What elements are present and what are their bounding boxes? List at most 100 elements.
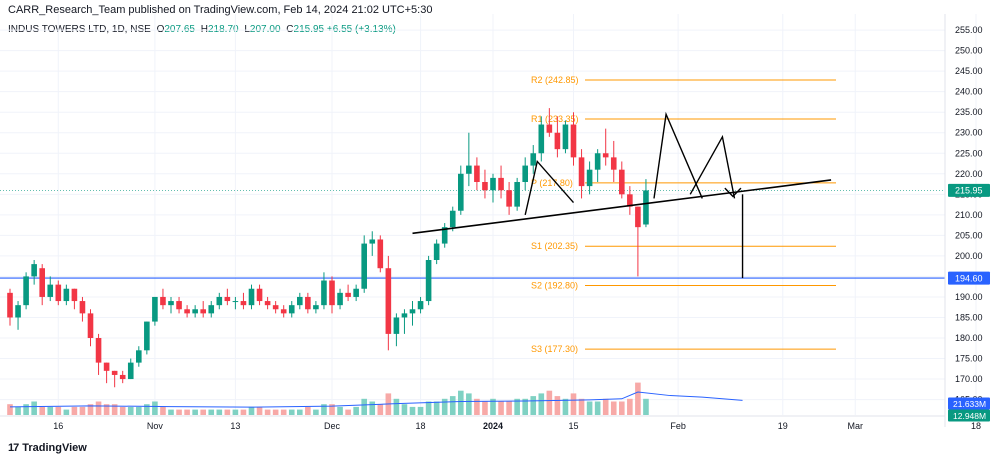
volume-bar <box>530 396 537 415</box>
candle-body <box>482 182 488 191</box>
candle-body <box>602 153 609 158</box>
candle-body <box>208 305 215 314</box>
change-value: +6.55 (+3.13%) <box>326 24 396 35</box>
volume-bar <box>272 409 279 415</box>
time-axis-tick: Nov <box>147 421 164 431</box>
volume-bar <box>458 390 464 415</box>
volume-label-text: 21.633M <box>953 399 986 409</box>
volume-bar <box>578 398 585 415</box>
volume-bar <box>361 398 367 415</box>
volume-bar <box>313 409 319 415</box>
candle-body <box>256 288 263 302</box>
volume-bar <box>466 393 472 415</box>
price-label-box <box>948 183 990 197</box>
price-axis-tick: 170.00 <box>955 374 983 384</box>
candle-body <box>39 268 45 297</box>
candle-body <box>586 169 593 187</box>
candle-body <box>152 296 158 322</box>
candle-body <box>144 321 150 351</box>
candle-body <box>570 124 577 158</box>
candle-body <box>79 301 86 314</box>
time-axis-tick: 18 <box>416 421 426 431</box>
volume-bar <box>264 409 271 415</box>
volume-bar <box>168 409 174 415</box>
candle-body <box>458 173 464 211</box>
trendline-pattern-right <box>689 134 736 199</box>
candle-body <box>562 124 569 150</box>
volume-bar <box>111 404 118 415</box>
symbol-name[interactable]: INDUS TOWERS LTD, 1D, NSE <box>8 24 151 35</box>
pivot-label: R2 (242.85) <box>531 75 579 85</box>
price-label-text: 215.95 <box>955 186 983 196</box>
candle-body <box>240 301 247 306</box>
volume-bar <box>506 401 512 415</box>
pivot-label: R1 (233.35) <box>531 114 579 124</box>
price-axis-tick: 250.00 <box>955 46 983 56</box>
candle-body <box>643 190 649 225</box>
price-axis-tick: 225.00 <box>955 148 983 158</box>
trendline-pattern-head <box>653 111 703 199</box>
price-axis-tick: 245.00 <box>955 66 983 76</box>
candle-body <box>441 227 448 244</box>
volume-bar <box>490 398 496 415</box>
volume-bar <box>248 406 255 415</box>
candle-body <box>474 165 480 182</box>
brand-name: TradingView <box>22 442 87 454</box>
candle-body <box>619 169 625 195</box>
candle-body <box>610 157 617 170</box>
volume-bar <box>353 406 359 415</box>
candle-body <box>578 157 585 187</box>
volume-bar <box>39 406 45 415</box>
volume-bar <box>79 406 86 415</box>
tradingview-brand[interactable]: 17 TradingView <box>8 442 87 454</box>
volume-bar <box>619 401 625 415</box>
price-axis-tick: 200.00 <box>955 251 983 261</box>
volume-bar <box>160 406 166 415</box>
price-axis-tick: 240.00 <box>955 87 983 97</box>
candle-body <box>111 370 118 375</box>
price-label-box <box>948 271 990 285</box>
volume-bar <box>522 398 528 415</box>
volume-bar <box>55 406 62 415</box>
volume-bar <box>401 404 408 415</box>
volume-bar <box>63 409 70 415</box>
volume-bar <box>256 406 263 415</box>
volume-bar <box>538 393 545 415</box>
candle-body <box>409 309 416 314</box>
candle-body <box>345 292 351 297</box>
time-axis-tick: Dec <box>324 421 341 431</box>
volume-bar <box>71 406 78 415</box>
candle-body <box>530 153 537 166</box>
candle-body <box>280 309 287 314</box>
volume-bar <box>627 398 633 415</box>
volume-bar <box>635 382 641 415</box>
symbol-legend[interactable]: INDUS TOWERS LTD, 1D, NSE O207.65 H218.7… <box>8 24 396 35</box>
candle-body <box>168 301 174 306</box>
volume-bar <box>369 401 376 415</box>
candle-body <box>329 280 335 306</box>
candle-body <box>546 124 553 133</box>
price-axis-tick: 235.00 <box>955 107 983 117</box>
volume-bar <box>610 401 617 415</box>
volume-bar <box>119 406 126 415</box>
volume-bar <box>433 401 440 415</box>
volume-bar <box>87 404 94 415</box>
candle-body <box>538 124 545 154</box>
candle-body <box>7 292 13 318</box>
candle-body <box>248 288 255 306</box>
volume-bar <box>224 409 231 415</box>
candle-body <box>466 165 472 174</box>
candle-body <box>401 313 408 318</box>
trendline-neckline <box>412 179 832 235</box>
candle-body <box>425 260 432 302</box>
candle-body <box>160 296 166 306</box>
time-axis-tick: 15 <box>568 421 578 431</box>
price-axis-tick: 230.00 <box>955 128 983 138</box>
volume-bar <box>95 401 102 415</box>
volume-label-box <box>948 397 990 410</box>
open-label: O <box>156 24 165 35</box>
candle-body <box>377 239 384 269</box>
volume-bar <box>15 406 21 415</box>
volume-bar <box>144 404 150 415</box>
